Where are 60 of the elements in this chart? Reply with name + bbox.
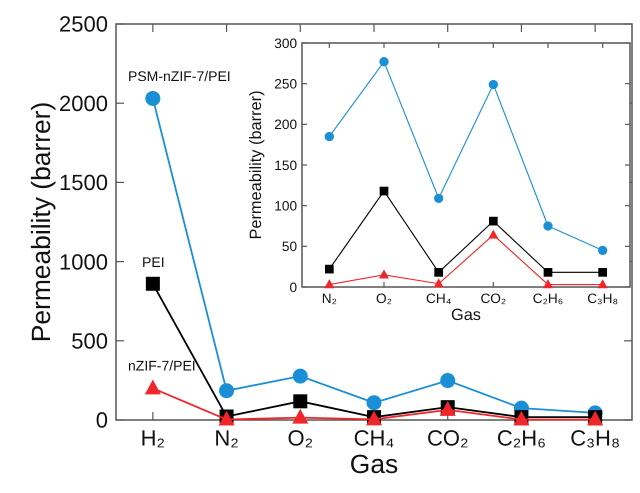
y-tick-label: 1000 [59, 249, 108, 274]
x-tick-label: C₃H₈ [570, 426, 620, 451]
point [380, 186, 388, 196]
point [379, 57, 389, 66]
point [488, 216, 498, 226]
y-axis-title: Permeability (barrer) [247, 90, 266, 240]
point [598, 279, 608, 288]
point [146, 276, 160, 291]
series-label: PSM-nZIF-7/PEI [128, 68, 231, 84]
x-tick-label: CO₂ [426, 426, 468, 451]
x-axis-title: Gas [450, 306, 482, 324]
y-tick-label: 1500 [59, 170, 108, 196]
point [292, 408, 308, 424]
y-tick-label: 0 [96, 408, 108, 433]
x-tick-label: N₂ [322, 290, 337, 306]
x-tick-label: C₃H₈ [587, 290, 618, 306]
x-tick-label: O₂ [376, 290, 392, 306]
point [145, 90, 160, 106]
x-tick-label: C₂H₆ [532, 290, 564, 306]
point [544, 268, 552, 277]
x-tick-label: CO₂ [480, 290, 506, 306]
y-tick-label: 500 [71, 328, 108, 354]
y-tick-label: 250 [274, 76, 298, 92]
x-tick-label: CH₄ [354, 426, 394, 451]
x-tick-label: H₂ [140, 426, 166, 451]
point [434, 278, 444, 288]
y-tick-label: 0 [289, 280, 298, 295]
x-tick-label: N₂ [214, 426, 239, 451]
y-tick-label: 2000 [59, 90, 108, 116]
point [324, 132, 334, 142]
point [434, 268, 444, 277]
point [598, 268, 608, 277]
y-tick-label: 200 [274, 117, 298, 132]
y-tick-label: 50 [282, 239, 298, 254]
y-tick-label: 150 [274, 158, 298, 173]
point [434, 194, 444, 203]
y-tick-label: 300 [274, 36, 298, 51]
point [292, 368, 308, 384]
series-label: nZIF-7/PEI [128, 357, 196, 374]
y-tick-label: 100 [274, 198, 298, 214]
x-axis-title: Gas [350, 449, 398, 480]
point [488, 80, 498, 90]
point [440, 373, 456, 388]
point [488, 229, 498, 239]
x-tick-label: CH₄ [426, 290, 452, 306]
point [219, 383, 234, 398]
point [543, 221, 553, 231]
point [543, 279, 553, 288]
y-tick-label: 2500 [59, 12, 108, 37]
point [144, 380, 161, 394]
point [324, 279, 334, 288]
point [324, 264, 334, 274]
x-tick-label: C₂H₆ [496, 426, 546, 451]
point [366, 395, 382, 410]
point [598, 246, 608, 256]
x-tick-label: O₂ [287, 426, 314, 451]
series-label: PEI [142, 254, 165, 270]
point [379, 269, 389, 279]
y-axis-title: Permeability (barrer) [26, 102, 56, 342]
point [293, 394, 308, 408]
